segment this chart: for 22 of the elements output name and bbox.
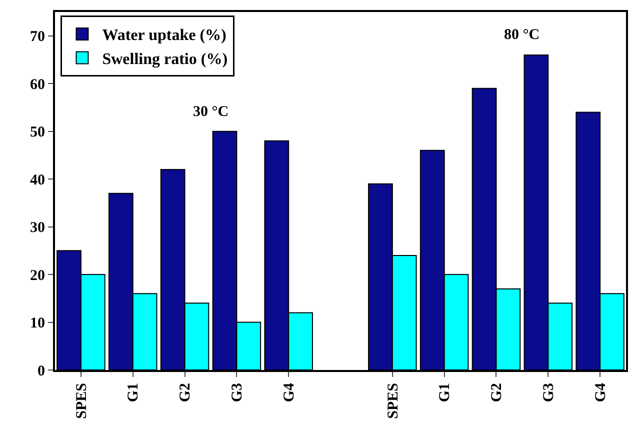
y-tick-label: 10 (30, 316, 45, 332)
annotation: 80 °C (504, 27, 540, 43)
y-tick-label: 20 (30, 268, 45, 284)
annotation: 30 °C (193, 104, 229, 120)
x-tick-label: G4 (592, 382, 609, 402)
y-tick-label: 60 (30, 76, 45, 93)
y-tick-label: 70 (30, 29, 45, 46)
x-tick-label: G1 (437, 383, 454, 402)
x-tick-label: G2 (489, 383, 506, 402)
y-tick-label: 30 (30, 220, 45, 236)
y-tick-label: 0 (38, 363, 45, 380)
y-tick-label: 40 (30, 172, 45, 188)
x-tick-label: G3 (541, 383, 558, 402)
x-tick-label: G2 (178, 383, 194, 402)
legend-label: Water uptake (%) (102, 27, 226, 44)
x-tick-label: G3 (230, 383, 246, 402)
x-tick-label: G4 (281, 382, 298, 402)
x-tick-label: G1 (126, 383, 142, 402)
legend-label: Swelling ratio (%) (102, 51, 228, 68)
x-tick-label: SPES (74, 383, 90, 419)
x-tick-label: SPES (385, 383, 402, 419)
y-tick-label: 50 (30, 124, 45, 141)
